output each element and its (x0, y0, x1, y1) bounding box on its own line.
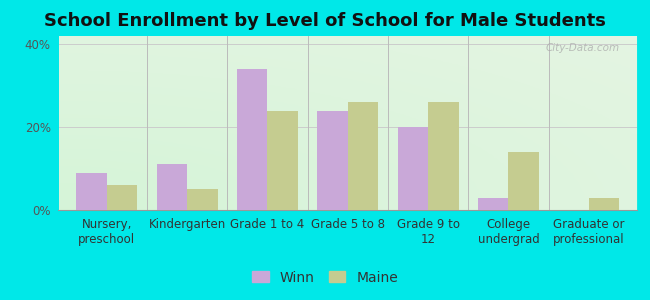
Bar (428, 102, 459, 210)
Bar (187, 189, 218, 210)
Bar (107, 185, 137, 210)
Bar (348, 102, 378, 210)
Bar (157, 164, 187, 210)
Bar (508, 152, 539, 210)
Bar (398, 127, 428, 210)
Text: School Enrollment by Level of School for Male Students: School Enrollment by Level of School for… (44, 12, 606, 30)
Bar (478, 198, 508, 210)
Text: City-Data.com: City-Data.com (545, 43, 619, 53)
Legend: Winn, Maine: Winn, Maine (246, 265, 404, 290)
Bar (237, 69, 267, 210)
Bar (317, 111, 348, 210)
Bar (267, 111, 298, 210)
Bar (589, 198, 619, 210)
Bar (76, 173, 107, 210)
